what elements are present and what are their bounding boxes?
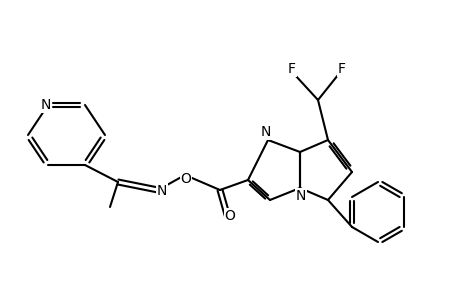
Text: N: N bbox=[260, 125, 271, 139]
Text: N: N bbox=[41, 98, 51, 112]
Text: F: F bbox=[287, 62, 295, 76]
Text: F: F bbox=[337, 62, 345, 76]
Text: N: N bbox=[157, 184, 167, 198]
Text: O: O bbox=[180, 172, 191, 186]
Text: N: N bbox=[295, 189, 306, 203]
Text: O: O bbox=[224, 209, 235, 223]
